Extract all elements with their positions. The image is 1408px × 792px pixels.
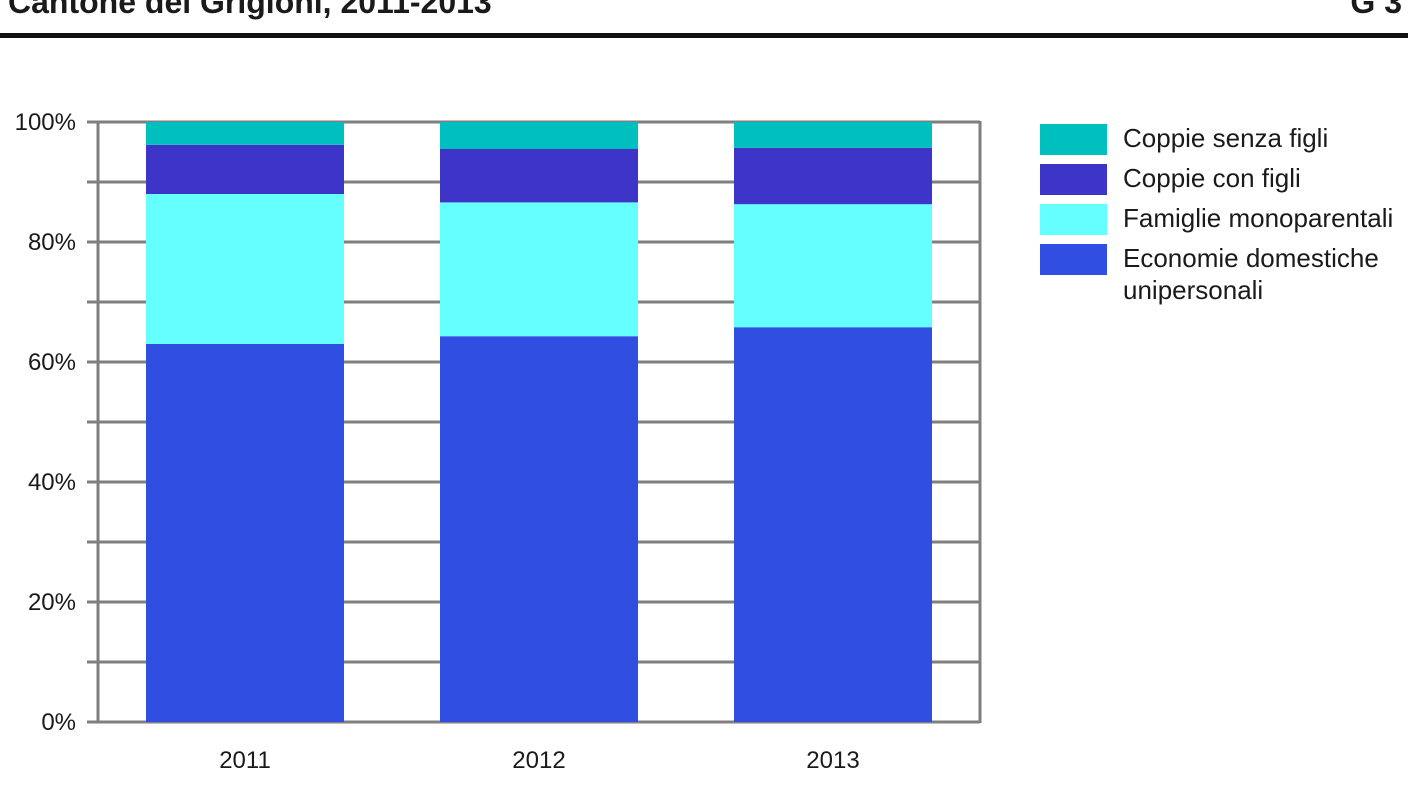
legend-item-economie-domestiche-unipersonali: Economie domestiche unipersonali <box>1040 242 1402 306</box>
legend-swatch <box>1040 244 1107 275</box>
y-tick-label: 20% <box>28 589 76 616</box>
bar-segment <box>440 149 638 203</box>
chart-plot: 0% 20% 40% 60% 80% 100% 2011 2012 2013 <box>15 109 982 774</box>
legend-swatch <box>1040 204 1107 235</box>
bar-segment <box>440 336 638 722</box>
bar-segment <box>146 344 344 722</box>
bar-segment <box>734 204 932 328</box>
bar-segment <box>146 194 344 344</box>
x-tick-label: 2011 <box>219 747 271 774</box>
bar-segment <box>146 144 344 194</box>
legend-label: Coppie con figli <box>1123 163 1301 193</box>
x-tick-label: 2012 <box>512 747 565 774</box>
legend: Coppie senza figli Coppie con figli Fami… <box>1040 122 1402 306</box>
legend-item-coppie-con-figli: Coppie con figli <box>1040 162 1402 202</box>
bar-segment <box>734 147 932 205</box>
y-tick-label: 0% <box>41 709 76 736</box>
bar-segment <box>440 122 638 149</box>
y-tick-label: 60% <box>28 349 76 376</box>
chart-header: Cantone dei Grigioni, 2011-2013 G 3 <box>0 0 1408 38</box>
legend-label: Famiglie monoparentali <box>1123 203 1394 233</box>
legend-item-coppie-senza-figli: Coppie senza figli <box>1040 122 1402 162</box>
legend-swatch <box>1040 164 1107 195</box>
y-tick-label: 40% <box>28 469 76 496</box>
legend-label: Economie domestiche unipersonali <box>1123 243 1379 305</box>
bar-segment <box>146 122 344 145</box>
bar-segment <box>734 122 932 148</box>
figure-code: G 3 <box>1350 0 1402 20</box>
bar-segment <box>440 202 638 337</box>
legend-swatch <box>1040 124 1107 155</box>
x-tick-label: 2013 <box>806 747 859 774</box>
chart-title: Cantone dei Grigioni, 2011-2013 <box>8 0 492 20</box>
y-tick-label: 100% <box>15 109 76 136</box>
bar-segment <box>734 327 932 722</box>
y-tick-label: 80% <box>28 229 76 256</box>
legend-item-famiglie-monoparentali: Famiglie monoparentali <box>1040 202 1402 242</box>
legend-label: Coppie senza figli <box>1123 123 1329 153</box>
